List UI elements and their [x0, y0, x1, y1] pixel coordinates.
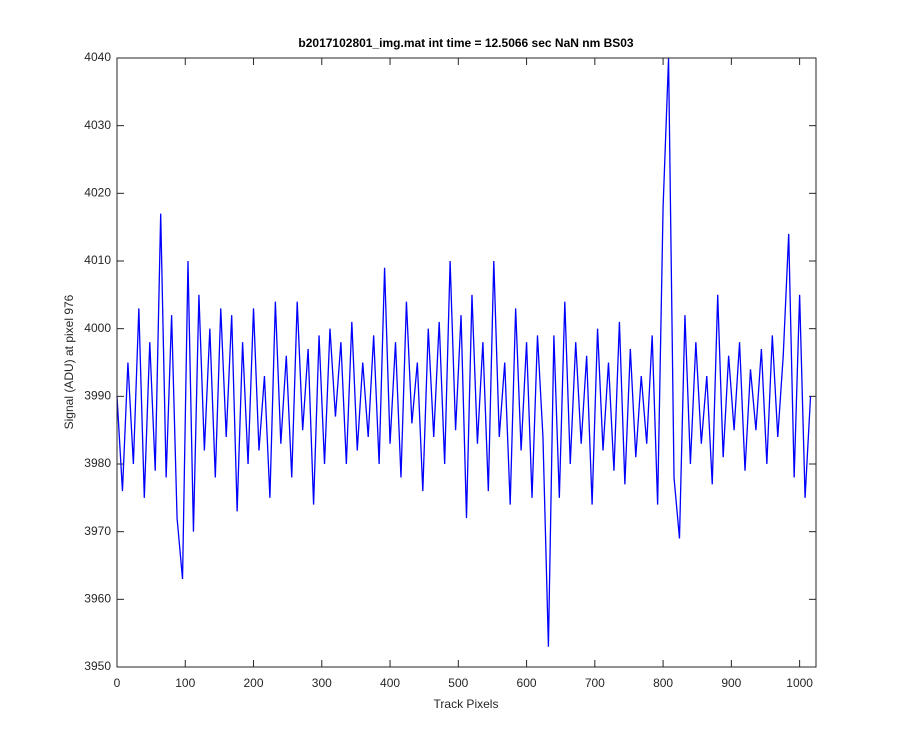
y-tick-label: 4030	[84, 118, 111, 132]
y-axis-label: Signal (ADU) at pixel 976	[62, 294, 76, 429]
x-tick-label: 0	[114, 676, 121, 690]
data-line	[116, 57, 812, 647]
x-tick-label: 900	[721, 676, 741, 690]
y-tick-label: 4040	[84, 50, 111, 64]
y-tick-label: 4010	[84, 253, 111, 267]
x-tick-label: 1000	[786, 676, 813, 690]
x-axis-label: Track Pixels	[434, 697, 499, 711]
x-tick-label: 100	[175, 676, 195, 690]
y-tick-label: 3970	[84, 524, 111, 538]
y-tick-label: 3990	[84, 389, 111, 403]
y-tick-label: 4000	[84, 321, 111, 335]
chart-title: b2017102801_img.mat int time = 12.5066 s…	[298, 36, 634, 50]
x-tick-label: 200	[244, 676, 264, 690]
plot-area	[117, 58, 816, 667]
x-tick-label: 400	[380, 676, 400, 690]
x-tick-label: 800	[653, 676, 673, 690]
x-tick-label: 500	[448, 676, 468, 690]
x-tick-label: 300	[312, 676, 332, 690]
y-tick-label: 3950	[84, 659, 111, 673]
x-tick-label: 600	[517, 676, 537, 690]
y-tick-label: 3980	[84, 456, 111, 470]
y-tick-label: 3960	[84, 592, 111, 606]
y-tick-label: 4020	[84, 186, 111, 200]
x-tick-label: 700	[585, 676, 605, 690]
axes-box	[116, 57, 817, 668]
